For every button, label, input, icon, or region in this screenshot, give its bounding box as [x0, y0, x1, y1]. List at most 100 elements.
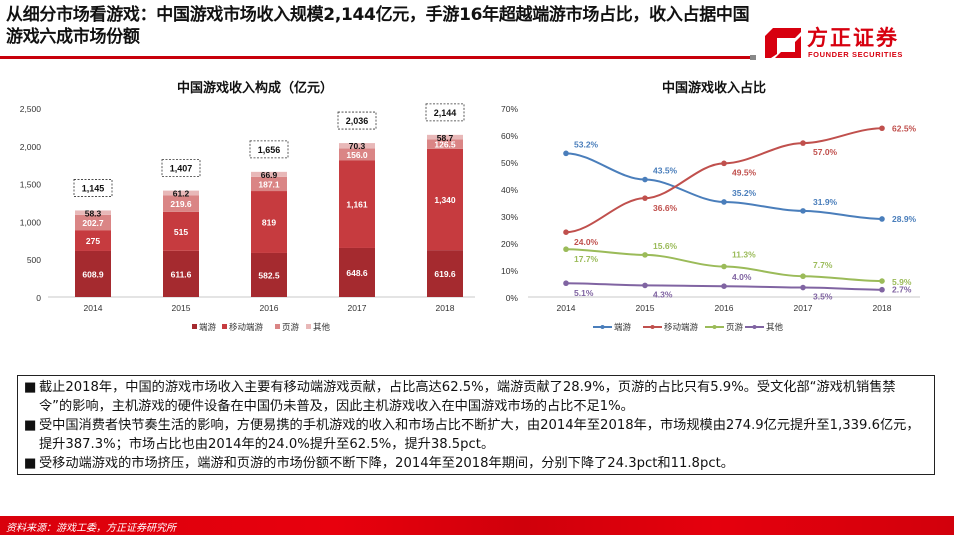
bar-segment [339, 143, 375, 149]
bar-segment [251, 252, 287, 297]
bullet-icon: ■ [24, 418, 37, 433]
line-chart-title: 中国游戏收入占比 [662, 80, 766, 95]
bar-data-label: 608.9 [82, 269, 104, 279]
line-data-label: 7.7% [813, 260, 833, 270]
bar-y-tick-label: 0 [36, 293, 41, 303]
line-data-label: 53.2% [574, 139, 599, 149]
founder-logo-icon [765, 28, 801, 58]
bar-x-tick-label: 2014 [84, 303, 103, 313]
line-legend-label: 移动端游 [664, 322, 699, 332]
bar-segment [339, 160, 375, 248]
bar-total-label: 2,036 [346, 116, 369, 126]
bar-data-label: 582.5 [258, 270, 280, 280]
bar-segment [75, 210, 111, 215]
bar-data-label: 1,340 [434, 195, 456, 205]
bar-data-label: 219.6 [170, 199, 192, 209]
bar-segment [75, 214, 111, 231]
bar-chart-svg: 中国游戏收入构成（亿元） 0 500 1,000 1,500 2,000 2,500 60… [20, 80, 475, 332]
line-data-label: 35.2% [732, 188, 757, 198]
line-data-label: 3.5% [813, 292, 833, 302]
bar-legend-label: 页游 [282, 322, 300, 332]
bar-segment [251, 176, 287, 192]
company-logo: 方正证券 FOUNDER SECURITIES [765, 26, 950, 62]
line-data-label: 5.1% [574, 288, 594, 298]
bar-segment [163, 195, 199, 212]
line-data-label: 28.9% [892, 214, 917, 224]
line-data-label: 62.5% [892, 123, 917, 133]
line-point [879, 278, 885, 284]
bar-data-label: 156.0 [346, 150, 368, 160]
line-data-label: 15.6% [653, 241, 678, 251]
bar-segment [427, 134, 463, 140]
line-legend-label: 其他 [766, 322, 784, 332]
title-divider [0, 56, 750, 59]
line-chart-svg: 中国游戏收入占比 0% 10% 20% 30% 40% 50% 60% 70% 53.2% 43… [501, 80, 920, 332]
line-data-label: 4.0% [732, 272, 752, 282]
line-legend-marker [650, 325, 655, 329]
bar-x-tick-label: 2017 [348, 303, 367, 313]
summary-text: 受中国消费者快节奏生活的影响，方便易携的手机游戏的收入和市场占比不断扩大，由20… [39, 418, 920, 452]
line-data-label: 17.7% [574, 254, 599, 264]
bar-data-label: 515 [174, 227, 188, 237]
revenue-share-chart: 中国游戏收入占比 0% 10% 20% 30% 40% 50% 60% 70% 53.2% 43… [480, 68, 954, 343]
line-legend-label: 端游 [614, 322, 632, 332]
bar-legend-label: 移动端游 [229, 322, 264, 332]
revenue-composition-chart: 中国游戏收入构成（亿元） 0 500 1,000 1,500 2,000 2,500 60… [0, 68, 475, 343]
bar-segment [427, 139, 463, 149]
summary-text: 受移动端游戏的市场挤压，端游和页游的市场份额不断下降，2014年至2018年期间… [39, 456, 734, 471]
line-point [879, 125, 885, 132]
line-data-label: 11.3% [732, 249, 756, 259]
bar-data-label: 66.9 [261, 170, 278, 180]
bar-data-label: 187.1 [258, 179, 280, 189]
bar-legend-swatch [306, 324, 311, 329]
line-y-tick-label: 0% [506, 293, 519, 303]
line-data-label: 49.5% [732, 167, 757, 177]
bar-segment [251, 191, 287, 253]
bar-data-label: 202.7 [82, 218, 104, 228]
bar-legend-label: 端游 [199, 322, 217, 332]
line-point [563, 246, 569, 253]
line-y-tick-label: 50% [501, 158, 518, 168]
line-point [563, 150, 569, 157]
line-x-tick-label: 2016 [715, 303, 734, 313]
line-point [721, 160, 727, 167]
bar-data-label: 58.7 [437, 133, 454, 143]
summary-item: ■ 截止2018年，中国的游戏市场收入主要有移动端游戏贡献，占比高达62.5%，端… [24, 378, 928, 416]
bar-data-label: 611.6 [171, 269, 192, 279]
bar-legend-swatch [222, 324, 227, 329]
bar-segment [339, 247, 375, 297]
line-data-label: 24.0% [574, 237, 599, 247]
bar-segment [163, 190, 199, 196]
bar-segment [339, 148, 375, 161]
summary-item: ■ 受移动端游戏的市场挤压，端游和页游的市场份额不断下降，2014年至2018年期… [24, 454, 928, 473]
bar-total-label: 2,144 [434, 108, 457, 118]
bar-segment [163, 250, 199, 297]
line-point [879, 216, 885, 222]
bar-total-label: 1,407 [170, 164, 193, 174]
line-y-tick-label: 30% [501, 212, 518, 222]
bar-total-box [249, 140, 289, 159]
bar-data-label: 275 [86, 236, 100, 246]
bar-total-box [73, 179, 113, 197]
line-legend-label: 页游 [726, 322, 744, 332]
bar-total-label: 1,145 [82, 183, 105, 193]
bar-total-box [425, 103, 465, 122]
bar-data-label: 70.3 [349, 141, 366, 151]
line-point [800, 208, 806, 214]
bar-legend-swatch [192, 324, 197, 329]
bar-data-label: 61.2 [173, 189, 190, 199]
bar-y-tick-label: 1,000 [20, 217, 42, 227]
bar-x-tick-label: 2015 [172, 303, 191, 313]
bar-data-label: 1,161 [346, 200, 368, 210]
bar-segment [427, 250, 463, 297]
bar-data-label: 819 [262, 218, 276, 228]
bar-segment [75, 230, 111, 251]
line-point [563, 229, 569, 235]
bar-segment [427, 148, 463, 251]
line-point [800, 273, 806, 280]
bar-legend-swatch [275, 324, 280, 329]
line-legend-marker [752, 325, 757, 329]
line-legend-marker [712, 325, 717, 329]
line-series-path [565, 127, 883, 234]
bar-data-label: 619.6 [434, 269, 456, 279]
